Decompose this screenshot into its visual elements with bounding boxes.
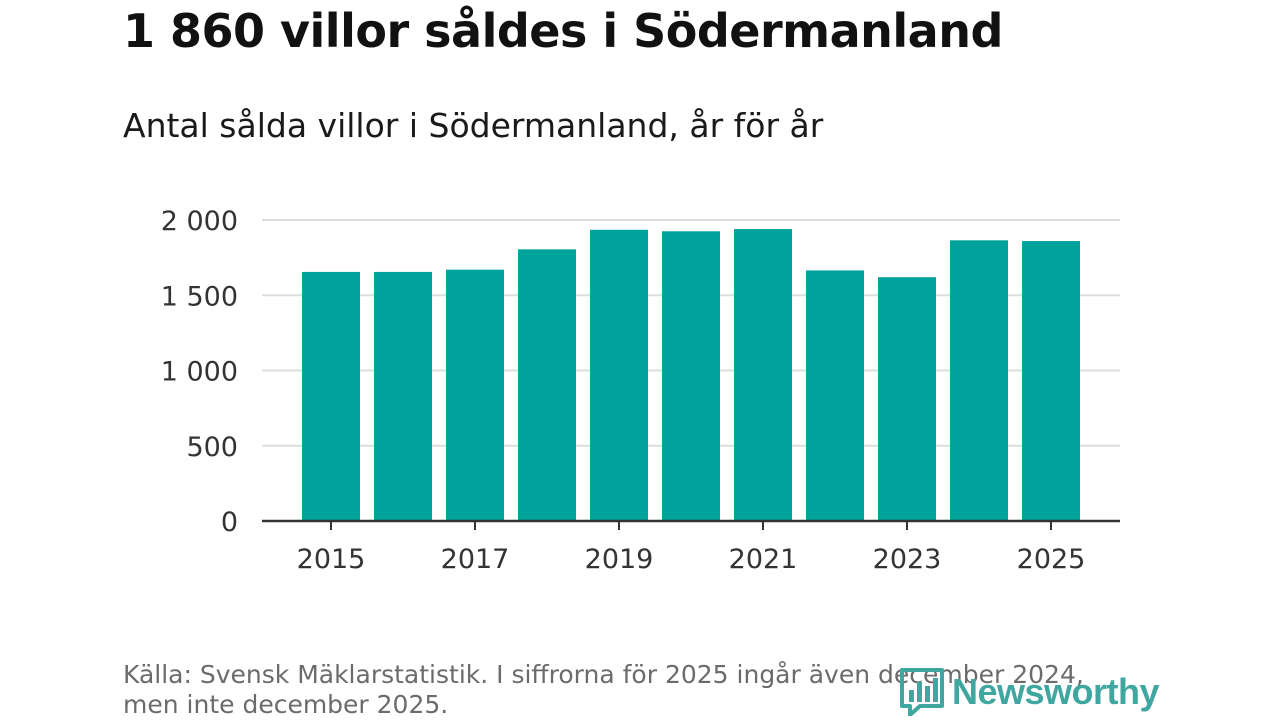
x-tick-label: 2019 bbox=[585, 544, 654, 575]
y-tick-label: 1 000 bbox=[161, 357, 238, 388]
bar-2019 bbox=[590, 229, 648, 521]
bar-2020 bbox=[662, 231, 720, 521]
bar-chart: 0 500 1 000 1 500 2 000 2015 2017 2019 2021 2023 2… bbox=[161, 206, 1120, 575]
x-tick-label: 2015 bbox=[297, 544, 366, 575]
bar-2015 bbox=[302, 271, 360, 521]
bar-2022 bbox=[806, 270, 864, 521]
bar-chart-logo-icon bbox=[900, 668, 944, 716]
bar-2024 bbox=[950, 240, 1008, 521]
logo-text: Newsworthy bbox=[952, 671, 1160, 712]
chart-subtitle: Antal sålda villor i Södermanland, år fö… bbox=[123, 106, 824, 145]
bar-2025 bbox=[1022, 241, 1080, 521]
chart-title: 1 860 villor såldes i Södermanland bbox=[123, 4, 1003, 58]
bar-2021 bbox=[734, 229, 792, 521]
bars bbox=[302, 229, 1080, 521]
x-tick-label: 2023 bbox=[873, 544, 942, 575]
bar-2023 bbox=[878, 277, 936, 521]
y-tick-label: 500 bbox=[186, 432, 238, 463]
bar-2017 bbox=[446, 269, 504, 521]
x-tick-label: 2017 bbox=[441, 544, 510, 575]
bar-2016 bbox=[374, 271, 432, 521]
y-tick-label: 2 000 bbox=[161, 206, 238, 237]
source-footnote: Källa: Svensk Mäklarstatistik. I siffror… bbox=[123, 660, 1084, 719]
newsworthy-logo: Newsworthy bbox=[900, 668, 1160, 716]
y-tick-label: 1 500 bbox=[161, 281, 238, 312]
y-tick-label: 0 bbox=[221, 507, 238, 538]
axes: 0 500 1 000 1 500 2 000 2015 2017 2019 2021 2023 2… bbox=[161, 206, 1120, 575]
bar-2018 bbox=[518, 249, 576, 521]
x-tick-label: 2025 bbox=[1017, 544, 1086, 575]
x-tick-label: 2021 bbox=[729, 544, 798, 575]
